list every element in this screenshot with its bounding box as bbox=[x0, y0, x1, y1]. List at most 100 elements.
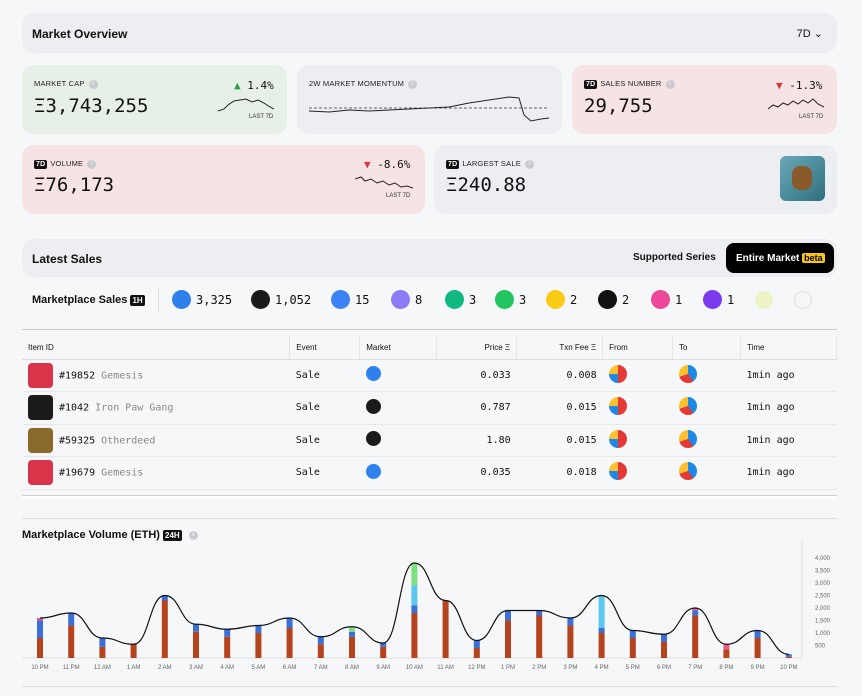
emoji-icon[interactable] bbox=[755, 291, 773, 309]
nft-thumbnail[interactable] bbox=[28, 362, 53, 388]
column-header[interactable]: Txn Fee Ξ bbox=[516, 336, 604, 360]
x-tick-label: 1 AM bbox=[127, 665, 141, 671]
marketplace-item[interactable]: 3 bbox=[445, 290, 476, 309]
item-id[interactable]: #19679 bbox=[59, 467, 96, 479]
bar-segment bbox=[349, 626, 355, 632]
entire-market-tab[interactable]: Entire Market beta bbox=[726, 243, 834, 273]
bar-segment bbox=[317, 644, 324, 658]
x-tick-label: 6 AM bbox=[283, 665, 297, 671]
bar-segment bbox=[505, 620, 511, 658]
bar-segment bbox=[754, 630, 761, 638]
from-avatar[interactable] bbox=[608, 364, 627, 383]
table-row[interactable]: #1042 Iron Paw Gang Sale 0.787 0.015 1min ag… bbox=[22, 391, 837, 425]
sales-table: Item ID Event Market Price Ξ Txn Fee Ξ From To… bbox=[22, 336, 837, 490]
from-avatar[interactable] bbox=[608, 429, 627, 448]
marketplace-item[interactable]: 15 bbox=[331, 290, 369, 309]
y-tick-label: 4,000 bbox=[815, 556, 831, 562]
marketplace-item[interactable]: 3 bbox=[495, 290, 526, 309]
down-arrow-icon: ▼ bbox=[364, 158, 371, 171]
coinbase-icon bbox=[651, 290, 670, 309]
overview-title: Market Overview bbox=[32, 27, 128, 41]
marketplace-item[interactable]: 2 bbox=[598, 290, 629, 309]
divider bbox=[22, 686, 837, 687]
from-avatar[interactable] bbox=[608, 462, 627, 481]
item-id[interactable]: #19852 bbox=[59, 370, 96, 382]
nft-thumbnail[interactable] bbox=[28, 460, 53, 486]
table-row[interactable]: #19852 Gemesis Sale 0.033 0.008 1min ago bbox=[22, 359, 837, 392]
table-row[interactable]: #19679 Gemesis Sale 0.035 0.018 1min ago bbox=[22, 456, 837, 490]
from-avatar[interactable] bbox=[608, 397, 627, 416]
bar-segment bbox=[224, 636, 231, 658]
column-header[interactable]: Event bbox=[289, 336, 361, 360]
marketplace-item[interactable]: 1,052 bbox=[251, 290, 311, 309]
table-scroll-edge[interactable] bbox=[22, 495, 837, 499]
market-cap-sparkline bbox=[218, 98, 274, 112]
bar-segment bbox=[723, 644, 730, 650]
marketplace-item[interactable]: 8 bbox=[391, 290, 422, 309]
ape-icon bbox=[792, 166, 812, 190]
column-header[interactable]: Market bbox=[359, 336, 438, 360]
marketplace-icon[interactable] bbox=[365, 366, 381, 382]
to-avatar[interactable] bbox=[678, 429, 697, 448]
range-select[interactable]: 7D ⌄ bbox=[797, 27, 823, 40]
marketplace-item[interactable]: 1 bbox=[651, 290, 682, 309]
fee-cell: 0.015 bbox=[516, 424, 603, 457]
collection-name[interactable]: Iron Paw Gang bbox=[95, 402, 174, 414]
bar-segment bbox=[68, 613, 75, 626]
column-header[interactable]: Item ID bbox=[22, 336, 291, 360]
divider bbox=[158, 288, 159, 312]
bar-segment bbox=[473, 648, 480, 658]
x-tick-label: 10 AM bbox=[406, 665, 423, 671]
x-tick-label: 6 PM bbox=[657, 665, 671, 671]
table-row[interactable]: #59325 Otherdeed Sale 1.80 0.015 1min ago bbox=[22, 424, 837, 457]
nft-thumbnail[interactable] bbox=[28, 427, 53, 453]
down-arrow-icon: ▼ bbox=[776, 79, 783, 92]
last-7d-label: LAST 7D bbox=[249, 114, 274, 120]
bar-segment bbox=[661, 634, 667, 642]
bar-segment bbox=[286, 628, 293, 658]
marketplace-icon[interactable] bbox=[365, 463, 381, 479]
collection-name[interactable]: Otherdeed bbox=[101, 435, 156, 447]
marketplace-icon[interactable] bbox=[365, 431, 381, 447]
bar-segment bbox=[255, 633, 262, 658]
bar-segment bbox=[224, 629, 231, 637]
to-avatar[interactable] bbox=[678, 364, 697, 383]
y-tick-label: 1,500 bbox=[815, 619, 831, 625]
sales-sparkline bbox=[768, 98, 824, 110]
info-icon: i bbox=[665, 79, 675, 89]
collection-name[interactable]: Gemesis bbox=[101, 467, 144, 479]
bar-segment bbox=[130, 644, 137, 658]
time-cell: 1min ago bbox=[740, 359, 837, 392]
nft-thumbnail[interactable] bbox=[28, 395, 53, 421]
marketplace-icon[interactable] bbox=[365, 398, 381, 414]
item-id[interactable]: #1042 bbox=[59, 402, 90, 414]
info-icon: i bbox=[88, 79, 98, 89]
circle-icon[interactable] bbox=[794, 291, 812, 309]
item-id[interactable]: #59325 bbox=[59, 435, 96, 447]
column-header[interactable]: From bbox=[602, 336, 674, 360]
column-header[interactable]: Time bbox=[740, 336, 837, 360]
marketplace-item[interactable]: 3,325 bbox=[172, 290, 232, 309]
column-header[interactable]: Price Ξ bbox=[436, 336, 518, 360]
marketplace-item[interactable]: 2 bbox=[546, 290, 577, 309]
up-arrow-icon: ▲ bbox=[234, 79, 241, 92]
volume-chart: 4,000 3,500 3,000 2,500 2,000 1,500 1,000 500 10… bbox=[22, 540, 831, 671]
bar-segment bbox=[692, 610, 699, 616]
to-avatar[interactable] bbox=[678, 397, 697, 416]
column-header[interactable]: To bbox=[672, 336, 741, 360]
largest-sale-nft-image[interactable] bbox=[780, 156, 825, 201]
supported-series-tab[interactable]: Supported Series bbox=[633, 252, 716, 263]
to-avatar[interactable] bbox=[678, 462, 697, 481]
x-tick-label: 3 AM bbox=[189, 665, 203, 671]
sales-number-card: 7D SALES NUMBER i 29,755 ▼ -1.3% LAST 7D bbox=[572, 65, 837, 134]
ring-icon bbox=[331, 290, 350, 309]
x-tick-label: 4 AM bbox=[220, 665, 234, 671]
time-cell: 1min ago bbox=[740, 391, 837, 425]
chevron-down-icon: ⌄ bbox=[813, 28, 823, 40]
market-cap-change: ▲ 1.4% bbox=[234, 79, 274, 92]
magiceden-icon bbox=[251, 290, 270, 309]
blur-icon bbox=[703, 290, 722, 309]
collection-name[interactable]: Gemesis bbox=[101, 370, 144, 382]
market-cap-card: MARKET CAP i Ξ3,743,255 ▲ 1.4% LAST 7D bbox=[22, 65, 287, 134]
marketplace-item[interactable]: 1 bbox=[703, 290, 734, 309]
